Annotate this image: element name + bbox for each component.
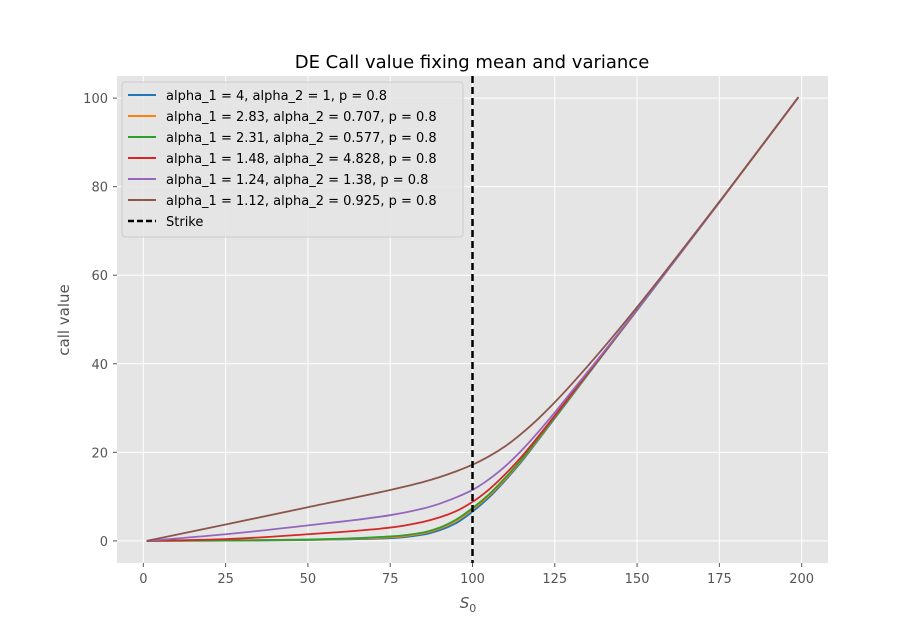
legend-label: alpha_1 = 1.48, alpha_2 = 4.828, p = 0.8 [166,152,437,167]
x-tick-label: 150 [625,572,650,587]
x-tick-label: 25 [217,572,234,587]
series-lines [146,96,800,542]
y-tick-label: 80 [91,181,108,196]
x-tick-label: 50 [300,572,317,587]
x-ticks: 0 25 50 75 100 125 150 175 200 [139,563,814,587]
legend-label: Strike [166,215,203,230]
y-tick-label: 20 [91,446,108,461]
x-tick-label: 0 [139,572,147,587]
y-axis-label: call value [55,284,73,356]
legend-label: alpha_1 = 1.24, alpha_2 = 1.38, p = 0.8 [166,173,428,188]
y-tick-label: 60 [91,269,108,284]
legend-label: alpha_1 = 1.12, alpha_2 = 0.925, p = 0.8 [166,194,437,209]
x-tick-label: 200 [789,572,814,587]
x-axis-label-sub: 0 [469,602,476,615]
legend-label: alpha_1 = 2.83, alpha_2 = 0.707, p = 0.8 [166,110,437,125]
x-tick-label: 100 [460,572,485,587]
x-tick-label: 125 [542,572,567,587]
legend-label: alpha_1 = 2.31, alpha_2 = 0.577, p = 0.8 [166,131,437,146]
y-tick-label: 40 [91,358,108,373]
chart-title: DE Call value fixing mean and variance [295,52,650,73]
series-line-5 [146,96,800,542]
legend-box [121,81,464,238]
x-axis-label: S0 [460,594,477,615]
y-tick-label: 100 [83,92,108,107]
y-ticks: 0 20 40 60 80 100 [83,92,117,550]
series-line-6 [146,96,800,542]
x-tick-label: 75 [382,572,399,587]
legend: alpha_1 = 4, alpha_2 = 1, p = 0.8 alpha_1… [121,81,464,238]
x-tick-label: 175 [707,572,732,587]
legend-label: alpha_1 = 4, alpha_2 = 1, p = 0.8 [166,89,387,104]
x-axis-label-main: S [460,594,470,612]
y-tick-label: 0 [100,535,108,550]
